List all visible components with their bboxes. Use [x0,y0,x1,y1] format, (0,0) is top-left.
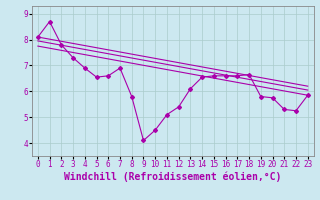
X-axis label: Windchill (Refroidissement éolien,°C): Windchill (Refroidissement éolien,°C) [64,172,282,182]
